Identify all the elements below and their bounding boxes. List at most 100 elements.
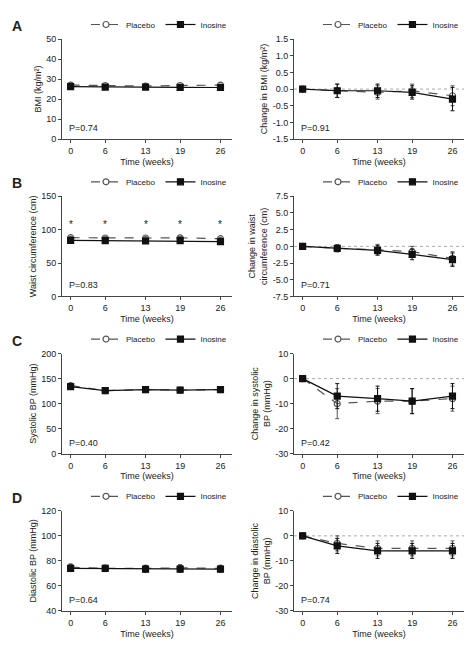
svg-text:Time (weeks): Time (weeks) (120, 157, 174, 167)
svg-text:Inosine: Inosine (432, 21, 458, 30)
svg-text:Inosine: Inosine (200, 492, 226, 501)
svg-text:-30: -30 (275, 606, 288, 616)
svg-text:-1.0: -1.0 (273, 118, 289, 128)
svg-text:Placebo: Placebo (126, 21, 155, 30)
svg-text:13: 13 (373, 303, 383, 313)
svg-text:7.5: 7.5 (276, 191, 289, 201)
svg-text:19: 19 (407, 146, 417, 156)
svg-text:C: C (12, 333, 22, 349)
svg-text:P=0.64: P=0.64 (69, 595, 98, 605)
svg-text:Placebo: Placebo (126, 178, 155, 187)
svg-text:10: 10 (278, 506, 288, 516)
svg-text:Time (weeks): Time (weeks) (352, 471, 406, 481)
svg-text:Time (weeks): Time (weeks) (352, 157, 406, 167)
svg-text:Inosine: Inosine (432, 178, 458, 187)
svg-text:0.0: 0.0 (276, 242, 289, 252)
svg-text:2.5: 2.5 (276, 225, 289, 235)
svg-text:0: 0 (68, 303, 73, 313)
svg-text:-0.5: -0.5 (273, 101, 289, 111)
svg-text:40: 40 (46, 606, 56, 616)
svg-text:26: 26 (447, 461, 457, 471)
svg-text:13: 13 (141, 618, 151, 628)
svg-text:13: 13 (141, 461, 151, 471)
svg-text:P=0.40: P=0.40 (69, 438, 98, 448)
svg-text:150: 150 (41, 191, 56, 201)
svg-text:Waist circumference (cm): Waist circumference (cm) (28, 196, 38, 298)
svg-text:19: 19 (175, 461, 185, 471)
svg-text:Change in systolicBP (mmHg): Change in systolicBP (mmHg) (250, 367, 272, 441)
svg-text:Placebo: Placebo (126, 335, 155, 344)
svg-text:-2.5: -2.5 (273, 258, 289, 268)
svg-text:19: 19 (175, 146, 185, 156)
svg-text:Time (weeks): Time (weeks) (352, 629, 406, 639)
svg-text:-1.5: -1.5 (273, 134, 289, 144)
svg-text:P=0.83: P=0.83 (69, 280, 98, 290)
svg-text:BMI (kg/m²): BMI (kg/m²) (33, 66, 43, 113)
svg-text:6: 6 (335, 146, 340, 156)
svg-text:A: A (12, 18, 22, 34)
svg-text:Inosine: Inosine (432, 335, 458, 344)
svg-text:0: 0 (300, 146, 305, 156)
svg-text:200: 200 (41, 349, 56, 359)
svg-text:*: * (218, 219, 222, 230)
svg-text:10: 10 (46, 114, 56, 124)
svg-text:Time (weeks): Time (weeks) (352, 314, 406, 324)
svg-text:*: * (178, 219, 182, 230)
svg-text:Placebo: Placebo (126, 492, 155, 501)
svg-text:Systolic BP (mmHg): Systolic BP (mmHg) (28, 363, 38, 443)
svg-text:-30: -30 (275, 449, 288, 459)
svg-text:P=0.74: P=0.74 (301, 595, 330, 605)
svg-text:0: 0 (300, 618, 305, 628)
svg-text:-20: -20 (275, 581, 288, 591)
svg-text:100: 100 (41, 399, 56, 409)
svg-text:Placebo: Placebo (358, 492, 387, 501)
svg-text:-20: -20 (275, 424, 288, 434)
svg-text:*: * (103, 219, 107, 230)
svg-text:13: 13 (373, 461, 383, 471)
svg-text:26: 26 (215, 303, 225, 313)
svg-text:6: 6 (103, 618, 108, 628)
svg-text:0.5: 0.5 (276, 68, 289, 78)
svg-text:60: 60 (46, 581, 56, 591)
svg-text:30: 30 (46, 74, 56, 84)
svg-text:26: 26 (447, 618, 457, 628)
svg-text:6: 6 (103, 461, 108, 471)
svg-text:20: 20 (46, 94, 56, 104)
svg-text:-10: -10 (275, 556, 288, 566)
svg-text:100: 100 (41, 531, 56, 541)
svg-text:5.0: 5.0 (276, 208, 289, 218)
svg-text:0: 0 (283, 531, 288, 541)
svg-text:40: 40 (46, 54, 56, 64)
svg-text:P=0.74: P=0.74 (69, 123, 98, 133)
svg-text:10: 10 (278, 349, 288, 359)
svg-text:0: 0 (68, 461, 73, 471)
svg-text:D: D (12, 490, 22, 506)
svg-text:Time (weeks): Time (weeks) (120, 629, 174, 639)
svg-text:26: 26 (215, 618, 225, 628)
svg-text:*: * (69, 219, 73, 230)
svg-text:19: 19 (407, 618, 417, 628)
svg-text:19: 19 (407, 303, 417, 313)
svg-text:Inosine: Inosine (200, 21, 226, 30)
svg-text:6: 6 (335, 461, 340, 471)
svg-text:Time (weeks): Time (weeks) (120, 471, 174, 481)
svg-text:Inosine: Inosine (432, 492, 458, 501)
svg-text:-7.5: -7.5 (273, 292, 289, 302)
svg-text:13: 13 (373, 146, 383, 156)
svg-text:Change in diastolicBP (mmHg): Change in diastolicBP (mmHg) (250, 522, 272, 599)
svg-text:0: 0 (68, 618, 73, 628)
svg-text:P=0.42: P=0.42 (301, 438, 330, 448)
svg-text:19: 19 (175, 618, 185, 628)
svg-text:0: 0 (51, 134, 56, 144)
svg-text:0: 0 (283, 374, 288, 384)
svg-text:0: 0 (51, 292, 56, 302)
svg-text:*: * (144, 219, 148, 230)
svg-text:Diastolic BP (mmHg): Diastolic BP (mmHg) (28, 519, 38, 602)
svg-text:6: 6 (103, 146, 108, 156)
svg-text:26: 26 (447, 146, 457, 156)
svg-text:19: 19 (175, 303, 185, 313)
svg-text:80: 80 (46, 556, 56, 566)
svg-text:0: 0 (300, 303, 305, 313)
svg-text:0: 0 (300, 461, 305, 471)
svg-text:P=0.71: P=0.71 (301, 280, 330, 290)
